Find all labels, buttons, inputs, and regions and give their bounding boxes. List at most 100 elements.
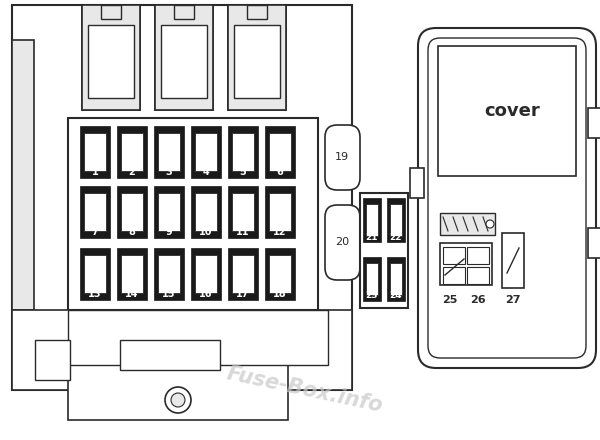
Bar (88, 25, 134, 98)
Bar (174, 5, 194, 23)
Bar (588, 228, 600, 258)
Bar (467, 267, 489, 284)
FancyBboxPatch shape (418, 28, 596, 368)
Bar (174, 5, 194, 19)
Bar (120, 340, 220, 370)
Bar (195, 193, 217, 231)
Bar (158, 255, 180, 293)
Circle shape (165, 387, 191, 413)
Bar (155, 5, 213, 110)
Text: 19: 19 (335, 152, 349, 162)
Bar (154, 126, 184, 178)
Text: 6: 6 (277, 167, 283, 177)
Bar (390, 204, 402, 236)
Bar (228, 5, 286, 110)
Bar (121, 133, 143, 171)
Bar (588, 108, 600, 138)
Bar (191, 248, 221, 300)
Bar (232, 255, 254, 293)
Bar (443, 267, 465, 284)
Bar (363, 257, 381, 301)
Bar (232, 193, 254, 231)
Bar (390, 263, 402, 295)
Bar (269, 193, 291, 231)
Bar (502, 233, 524, 288)
Bar (84, 255, 106, 293)
Bar (191, 186, 221, 238)
Text: 9: 9 (166, 227, 172, 237)
Bar (35, 340, 70, 380)
Bar (117, 248, 147, 300)
Bar (121, 255, 143, 293)
Bar (154, 186, 184, 238)
Bar (234, 25, 280, 98)
Bar (228, 126, 258, 178)
Bar (247, 5, 267, 19)
Bar (360, 193, 408, 308)
Text: 14: 14 (125, 289, 139, 299)
Bar (158, 193, 180, 231)
Text: 11: 11 (236, 227, 250, 237)
Text: 27: 27 (505, 295, 521, 305)
Bar (228, 248, 258, 300)
Bar (84, 133, 106, 171)
Text: 15: 15 (162, 289, 176, 299)
Bar (117, 186, 147, 238)
Text: 23: 23 (366, 291, 378, 301)
Bar (265, 126, 295, 178)
Bar (88, 27, 134, 98)
Text: 21: 21 (366, 232, 378, 242)
Bar (12, 5, 352, 390)
Bar (387, 198, 405, 242)
Bar (12, 310, 352, 390)
Text: 26: 26 (470, 295, 486, 305)
Text: 2: 2 (128, 167, 136, 177)
Bar (68, 310, 328, 365)
Text: Fuse-Box.info: Fuse-Box.info (225, 363, 385, 416)
Bar (265, 248, 295, 300)
Bar (80, 126, 110, 178)
Bar (117, 126, 147, 178)
Bar (68, 118, 318, 310)
Text: cover: cover (484, 102, 540, 120)
Bar (68, 365, 288, 420)
Bar (195, 255, 217, 293)
Bar (154, 248, 184, 300)
Bar (269, 133, 291, 171)
Text: 22: 22 (390, 232, 402, 242)
Bar (265, 186, 295, 238)
Bar (467, 247, 489, 264)
Bar (443, 247, 465, 264)
Text: 7: 7 (92, 227, 98, 237)
Bar (366, 204, 378, 236)
Bar (155, 5, 213, 110)
Bar (158, 133, 180, 171)
Bar (440, 213, 495, 235)
Circle shape (486, 220, 494, 228)
Bar (228, 5, 286, 110)
Bar (410, 168, 424, 198)
FancyBboxPatch shape (325, 205, 360, 280)
Bar (363, 198, 381, 242)
FancyBboxPatch shape (428, 38, 586, 358)
Text: 4: 4 (203, 167, 209, 177)
FancyBboxPatch shape (325, 125, 360, 190)
Text: 24: 24 (389, 291, 403, 301)
Bar (366, 263, 378, 295)
Text: 13: 13 (88, 289, 102, 299)
Bar (269, 255, 291, 293)
Bar (228, 186, 258, 238)
Bar (161, 27, 207, 98)
Bar (199, 94, 207, 104)
Text: 16: 16 (199, 289, 213, 299)
Bar (80, 248, 110, 300)
Text: 1: 1 (92, 167, 98, 177)
Bar (161, 94, 169, 104)
Text: 18: 18 (273, 289, 287, 299)
Bar (88, 94, 96, 104)
Text: 8: 8 (128, 227, 136, 237)
Bar (234, 94, 242, 104)
Bar (121, 193, 143, 231)
Bar (70, 5, 300, 120)
Text: 10: 10 (199, 227, 213, 237)
